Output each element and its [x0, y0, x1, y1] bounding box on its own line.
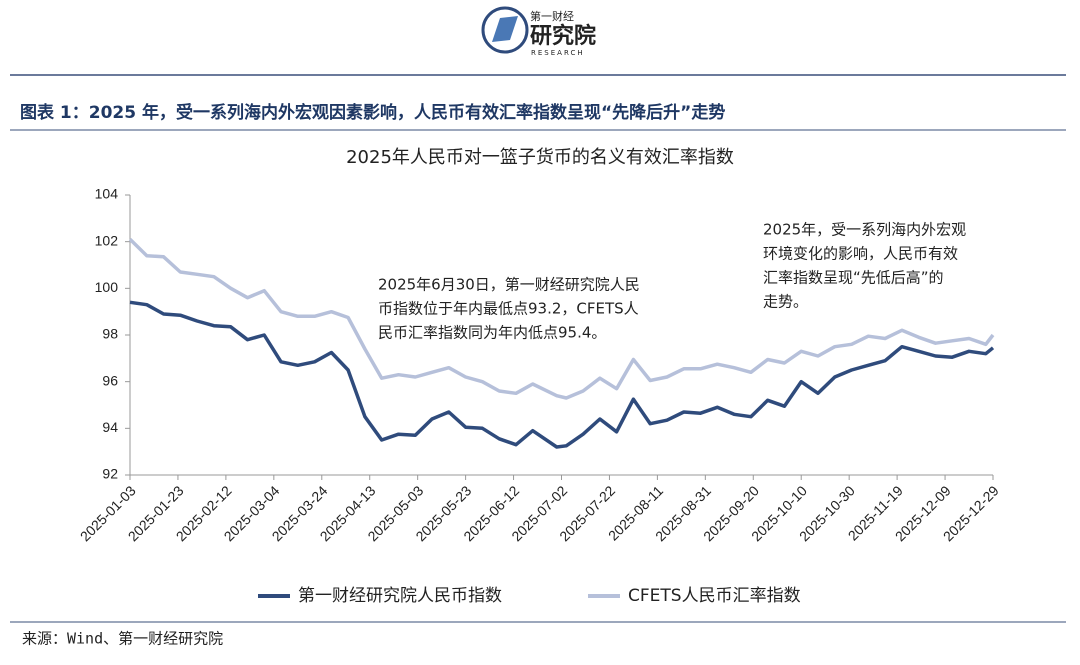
logo: 第一财经 研究院 RESEARCH [481, 6, 596, 57]
annotation: 汇率指数呈现“先低后高”的 [763, 269, 944, 287]
logo-mark [492, 16, 518, 42]
logo-main: 研究院 [530, 23, 596, 49]
annotation: 走势。 [763, 293, 808, 311]
y-tick-label: 94 [102, 419, 118, 435]
logo-sub: RESEARCH [531, 49, 585, 57]
logo-ring [481, 6, 529, 54]
annotation: 环境变化的影响，人民币有效 [763, 245, 958, 263]
legend-label: CFETS人民币汇率指数 [628, 586, 801, 606]
series-line [128, 238, 995, 400]
annotation: 2025年6月30日，第一财经研究院人民 [378, 276, 640, 294]
y-tick-label: 98 [102, 326, 118, 342]
logo-top: 第一财经 [530, 9, 574, 23]
annotation: 民币汇率指数同为年内低点95.4。 [378, 324, 606, 342]
series-line [129, 300, 995, 449]
y-tick-label: 100 [95, 279, 119, 295]
annotation: 币指数位于年内最低点93.2，CFETS人 [378, 300, 639, 318]
chart-title: 2025年人民币对一篮子货币的名义有效汇率指数 [346, 147, 734, 168]
y-tick-label: 104 [95, 186, 119, 202]
y-tick-label: 96 [102, 372, 118, 388]
legend-label: 第一财经研究院人民币指数 [298, 586, 502, 606]
source: 来源：Wind、第一财经研究院 [22, 630, 223, 648]
y-tick-label: 102 [95, 232, 119, 248]
y-tick-label: 92 [102, 466, 118, 482]
annotation: 2025年，受一系列海内外宏观 [763, 221, 966, 239]
figure-title: 图表 1：2025 年，受一系列海内外宏观因素影响，人民币有效汇率指数呈现“先降… [20, 102, 725, 123]
